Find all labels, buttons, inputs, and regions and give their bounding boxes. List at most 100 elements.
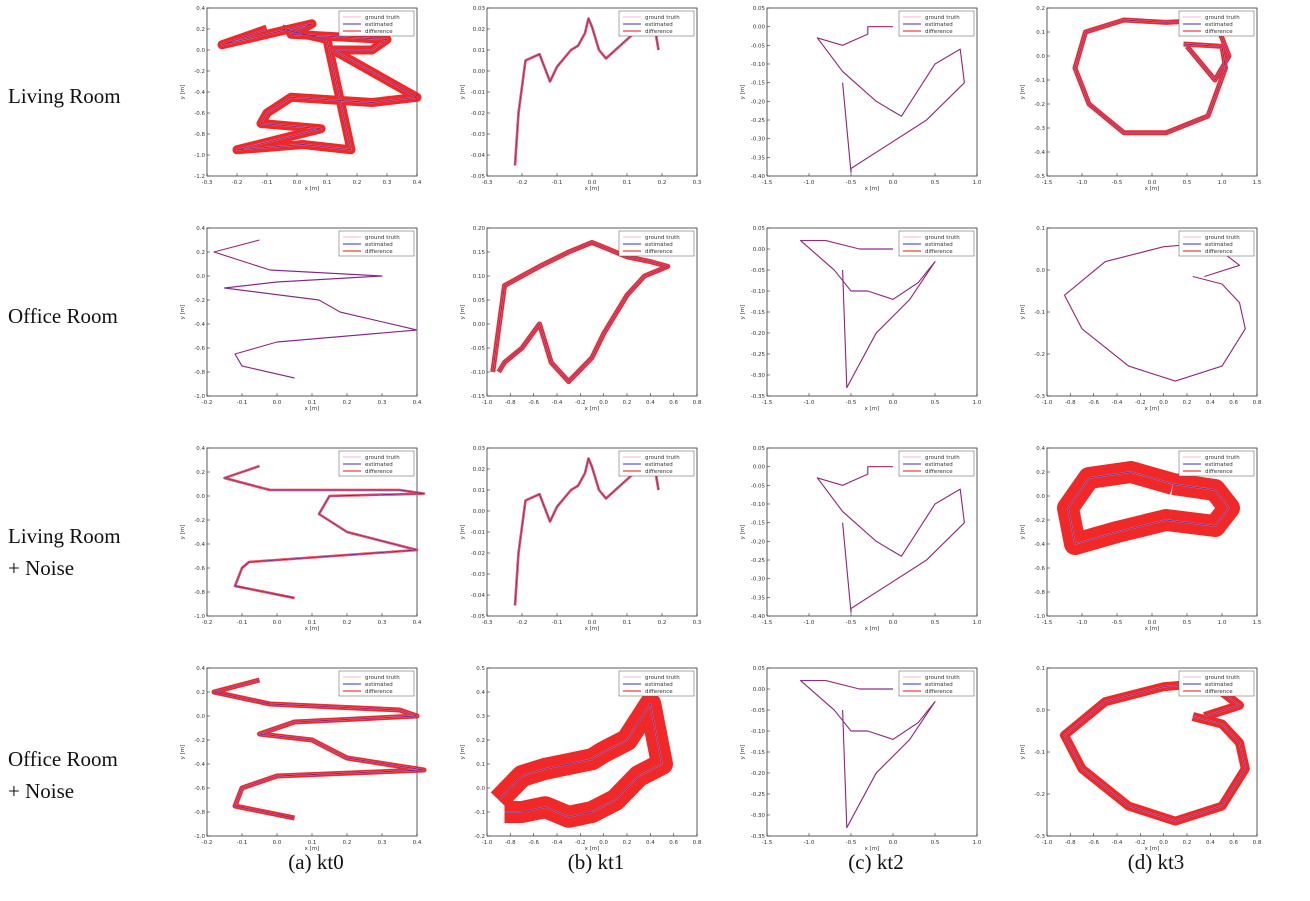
y-tick-label: -0.1 [1034, 310, 1045, 316]
y-tick-label: -0.20 [751, 331, 766, 337]
y-tick-label: -0.3 [1034, 394, 1045, 400]
x-axis-label: x [m] [585, 626, 600, 632]
x-axis-label: x [m] [585, 186, 600, 192]
legend-label: ground truth [925, 675, 960, 681]
x-tick-label: -1.0 [1077, 620, 1088, 626]
x-tick-label: 0.2 [353, 180, 362, 186]
trajectory-plot: -1.0 -0.8 -0.6 -0.4 -0.2 0.0 0.2 0.4 0.6 0.8 0.20 0… [455, 222, 705, 412]
x-tick-label: -0.5 [1112, 180, 1123, 186]
x-tick-label: 0.0 [599, 840, 608, 846]
y-tick-label: -0.2 [194, 518, 205, 524]
legend-label: difference [365, 469, 393, 475]
y-tick-label: 0.02 [473, 467, 485, 473]
x-axis-label: x [m] [305, 406, 320, 412]
legend-label: ground truth [925, 15, 960, 21]
legend-label: estimated [1205, 22, 1233, 28]
y-tick-label: -0.02 [471, 551, 485, 557]
difference-trace [492, 242, 669, 382]
y-tick-label: 0.05 [753, 446, 766, 452]
y-tick-label: -0.2 [1034, 792, 1045, 798]
legend-label: estimated [645, 22, 673, 28]
x-tick-label: -0.1 [237, 400, 248, 406]
y-tick-label: -1.0 [194, 834, 205, 840]
y-tick-label: -1.2 [194, 174, 205, 180]
y-tick-label: -0.2 [194, 69, 205, 75]
x-axis-label: x [m] [865, 626, 880, 632]
y-tick-label: 0.00 [753, 247, 766, 253]
trajectory-plot: -0.3 -0.2 -0.1 0.0 0.1 0.2 0.3 0.03 0.02 0.01 0.00… [455, 2, 705, 192]
x-axis-label: x [m] [1145, 406, 1160, 412]
y-tick-label: -0.4 [194, 542, 205, 548]
y-tick-label: 0.4 [196, 666, 205, 672]
y-tick-label: -0.04 [471, 153, 486, 159]
difference-trace [817, 26, 965, 173]
legend-label: ground truth [365, 15, 400, 21]
row-label-line1: Office Room [8, 747, 118, 771]
x-axis-label: x [m] [865, 846, 880, 852]
plot-svg: -0.3 -0.2 -0.1 0.0 0.1 0.2 0.3 0.03 0.02 0.01 0.00… [460, 446, 702, 632]
y-tick-label: -0.3 [1034, 834, 1045, 840]
y-tick-label: -0.4 [1034, 542, 1045, 548]
legend-label: ground truth [925, 235, 960, 241]
x-tick-label: 0.6 [1229, 400, 1238, 406]
x-tick-label: 0.0 [889, 400, 898, 406]
y-axis-label: y [m] [460, 745, 466, 760]
x-tick-label: -1.5 [762, 840, 773, 846]
y-tick-label: -0.04 [471, 593, 486, 599]
y-tick-label: -0.30 [751, 813, 766, 819]
legend-label: ground truth [1205, 455, 1240, 461]
y-tick-label: -0.15 [751, 310, 766, 316]
y-tick-label: -0.25 [751, 352, 766, 358]
x-tick-label: -1.0 [482, 400, 493, 406]
x-tick-label: -0.1 [237, 840, 248, 846]
y-tick-label: -0.4 [194, 90, 205, 96]
x-tick-label: -1.0 [482, 840, 493, 846]
x-tick-label: -0.1 [552, 180, 563, 186]
y-tick-label: -0.35 [751, 834, 766, 840]
legend-label: difference [925, 689, 953, 695]
difference-trace [800, 680, 936, 828]
x-axis-label: x [m] [585, 406, 600, 412]
caption-a: (a) kt0 [216, 850, 416, 875]
x-tick-label: 0.0 [293, 180, 302, 186]
y-tick-label: -0.8 [1034, 590, 1045, 596]
x-axis-label: x [m] [305, 846, 320, 852]
y-axis-label: y [m] [1020, 745, 1026, 760]
row-label-office-room: Office Room [8, 300, 118, 332]
y-tick-label: 0.1 [1036, 666, 1045, 672]
y-tick-label: 0.10 [473, 274, 486, 280]
x-tick-label: -0.2 [202, 620, 213, 626]
x-tick-label: 0.0 [588, 180, 597, 186]
x-tick-label: 0.2 [658, 620, 667, 626]
x-tick-label: 0.4 [646, 840, 655, 846]
y-tick-label: -0.35 [751, 595, 766, 601]
x-tick-label: 0.0 [273, 840, 282, 846]
legend-label: ground truth [1205, 15, 1240, 21]
y-tick-label: -0.6 [194, 111, 205, 117]
x-tick-label: 0.1 [308, 840, 317, 846]
x-tick-label: -0.2 [575, 400, 586, 406]
plot-svg: -0.3 -0.2 -0.1 0.0 0.1 0.2 0.3 0.03 0.02 0.01 0.00… [460, 6, 702, 192]
x-tick-label: 0.2 [1183, 840, 1192, 846]
x-tick-label: 1.0 [973, 840, 982, 846]
x-tick-label: -0.8 [1065, 400, 1076, 406]
x-tick-label: -0.8 [505, 400, 516, 406]
x-tick-label: -0.3 [482, 620, 493, 626]
y-tick-label: 0.4 [196, 446, 205, 452]
y-tick-label: -0.6 [194, 346, 205, 352]
legend-label: estimated [365, 682, 393, 688]
y-tick-label: -0.15 [471, 394, 486, 400]
trajectory-plot: -0.2 -0.1 0.0 0.1 0.2 0.3 0.4 0.4 0.2 0.0 -0.2 -0.4… [175, 442, 426, 632]
legend-label: difference [925, 469, 953, 475]
y-tick-label: -0.2 [1034, 518, 1045, 524]
legend-label: difference [645, 469, 673, 475]
x-tick-label: 0.1 [623, 620, 632, 626]
trajectory-plot: -0.3 -0.2 -0.1 0.0 0.1 0.2 0.3 0.4 0.4 0.2 0.0 -0.2… [175, 2, 425, 192]
y-tick-label: 0.05 [753, 226, 766, 232]
y-tick-label: -0.15 [751, 750, 766, 756]
y-tick-label: 0.4 [196, 226, 205, 232]
plot-svg: -0.2 -0.1 0.0 0.1 0.2 0.3 0.4 0.4 0.2 0.0 -0.2 -0.4… [180, 666, 427, 852]
y-tick-label: 0.2 [1036, 6, 1045, 12]
y-tick-label: 0.2 [196, 470, 205, 476]
y-tick-label: -0.2 [1034, 352, 1045, 358]
